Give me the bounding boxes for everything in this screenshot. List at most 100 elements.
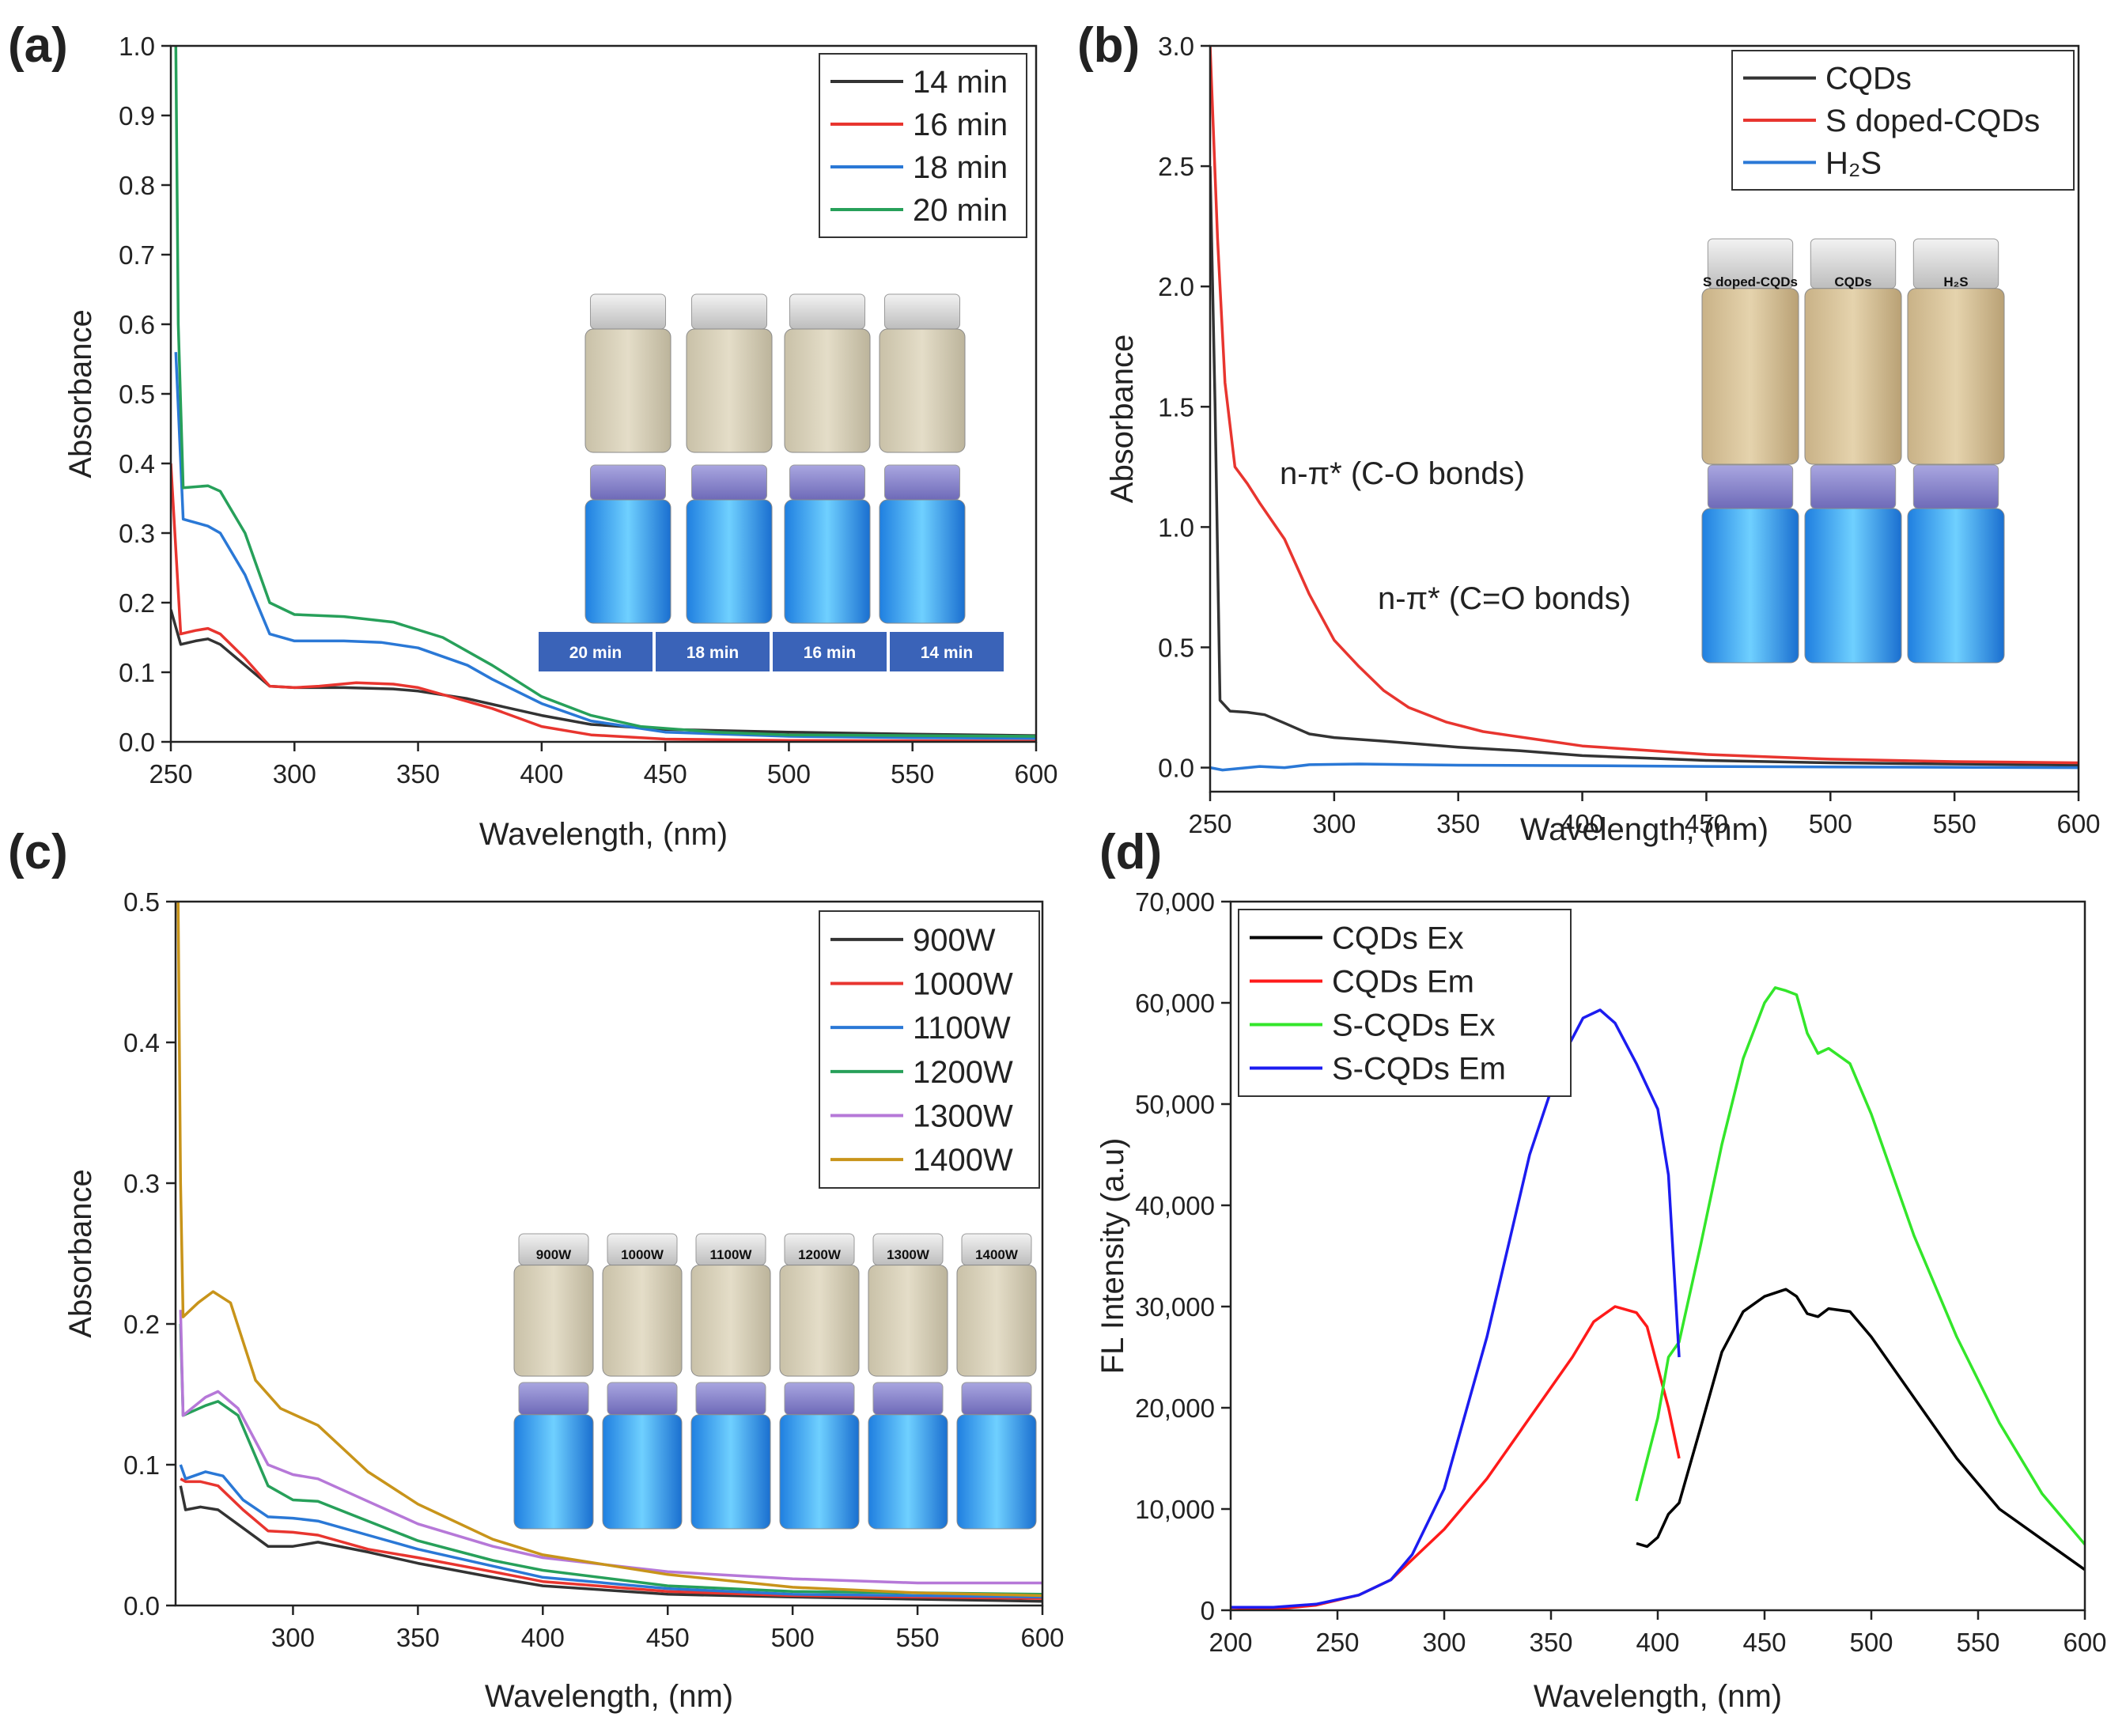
plot-frame	[1209, 44, 2080, 793]
panel-b: (b) 250 300 350 400 450 500 550 600 0.0 0.5 1.0 1.5 2…	[1077, 18, 2101, 847]
x-tick-label: 600	[2056, 809, 2100, 838]
y-tick-label: 3.0	[1158, 32, 1194, 61]
vial-cap	[1810, 464, 1897, 509]
y-tick-label: 0.5	[1158, 633, 1194, 662]
panel-d: (d) 200 250 300 350 400 450 500 550 600 0 10,000 20,…	[1095, 825, 2107, 1714]
y-tick-label: 0.3	[119, 519, 155, 548]
vial-ambient	[1701, 238, 1799, 465]
vial-body	[686, 499, 773, 624]
legend-entry: 18 min	[913, 150, 1008, 185]
x-tick-label: 450	[646, 1623, 690, 1652]
vial-ambient	[1907, 238, 2005, 465]
vial-ambient	[602, 1233, 683, 1377]
x-axis-title: Wavelength, (nm)	[479, 817, 728, 852]
vial-uv	[602, 1382, 683, 1530]
y-axis-title: Absorbance	[63, 309, 98, 478]
y-axis-title: Absorbance	[1105, 335, 1140, 503]
legend-entry: S-CQDs Ex	[1332, 1008, 1496, 1043]
x-tick-label: 500	[1849, 1628, 1893, 1657]
legend-entry: H₂S	[1825, 146, 1882, 180]
x-tick-label: 400	[520, 759, 563, 789]
legend-entry: 1400W	[913, 1143, 1013, 1178]
vial-cap	[1707, 464, 1794, 509]
vial-body	[868, 1414, 948, 1530]
x-tick-label: 500	[767, 759, 811, 789]
x-tick-label: 600	[2063, 1628, 2106, 1657]
series-line-c-4	[179, 1310, 1042, 1585]
x-tick-label: 500	[771, 1623, 815, 1652]
vial-cap	[690, 464, 768, 501]
x-tick-label: 500	[1809, 809, 1852, 838]
x-tick-label: 400	[1560, 809, 1604, 838]
vial-body	[779, 1265, 860, 1377]
vial-cap-label: 1400W	[975, 1247, 1019, 1262]
panel-label: (d)	[1099, 825, 1162, 879]
vial-body	[1701, 508, 1799, 664]
legend-entry: CQDs Em	[1332, 965, 1474, 1000]
panel-c: (c) 300 350 400 450 500 550 600 0.0 0.1 0.2 0.3 0.4 0…	[8, 825, 1065, 1714]
y-tick-label: 0.5	[119, 380, 155, 409]
vial-body	[584, 328, 671, 453]
vial-cap-label: 1000W	[621, 1247, 664, 1262]
x-tick-label: 300	[1312, 809, 1356, 838]
vial-body	[602, 1265, 683, 1377]
y-tick-label: 2.5	[1158, 152, 1194, 181]
legend: CQDs S doped-CQDs H₂S	[1731, 50, 2075, 191]
vial-cap	[961, 1382, 1032, 1416]
annotation-c-eq-o: n-π* (C=O bonds)	[1378, 581, 1631, 616]
y-tick-label: 0.4	[119, 449, 155, 478]
y-axis-title: FL Intensity (a.u)	[1095, 1138, 1130, 1375]
x-axis-title: Wavelength, (nm)	[1520, 812, 1769, 847]
x-tick-label: 550	[891, 759, 934, 789]
annotation-c-o: n-π* (C-O bonds)	[1280, 456, 1525, 491]
legend-box	[1238, 909, 1572, 1097]
legend-entry: 900W	[913, 923, 996, 958]
vial-body	[690, 1414, 771, 1530]
x-tick-label: 350	[1529, 1628, 1572, 1657]
series-line-d-2	[1635, 986, 2085, 1545]
vial-body	[1907, 288, 2005, 465]
vial-cap	[789, 293, 866, 330]
legend-entry: 1000W	[913, 967, 1013, 1002]
y-tick-label: 1.0	[1158, 512, 1194, 542]
vial-body	[956, 1265, 1037, 1377]
vial-body	[690, 1265, 771, 1377]
vial-body	[602, 1414, 683, 1530]
x-tick-label: 200	[1209, 1628, 1252, 1657]
x-tick-label: 400	[1636, 1628, 1679, 1657]
legend-box	[819, 53, 1027, 238]
panel-label: (b)	[1077, 18, 1140, 73]
vial-ambient	[686, 293, 773, 453]
vial-cap	[789, 464, 866, 501]
series-line-c-3	[179, 1323, 1042, 1596]
y-tick-label: 0.9	[119, 101, 155, 130]
x-tick-label: 350	[396, 1623, 440, 1652]
vial-uv	[868, 1382, 948, 1530]
vial-time-tag	[771, 630, 888, 673]
vial-cap	[690, 293, 768, 330]
vial-ambient	[690, 1233, 771, 1377]
vial-body	[1907, 508, 2005, 664]
y-tick-label: 1.0	[119, 32, 155, 61]
series-line-c-0	[179, 1485, 1042, 1603]
x-tick-label: 550	[1933, 809, 1977, 838]
vial-uv	[690, 1382, 771, 1530]
vial-ambient	[879, 293, 966, 453]
vial-cap	[607, 1382, 678, 1416]
panel-label: (a)	[8, 18, 68, 73]
vial-uv	[779, 1382, 860, 1530]
legend-entry: 1200W	[913, 1055, 1013, 1090]
vial-ambient	[779, 1233, 860, 1377]
vial-body	[513, 1414, 594, 1530]
series-line-d-1	[1231, 1305, 1681, 1610]
vial-cap-label: 900W	[536, 1247, 572, 1262]
legend-entry: 1300W	[913, 1099, 1013, 1134]
vial-time-tag	[654, 630, 771, 673]
vial-cap	[883, 464, 961, 501]
legend-entry: 14 min	[913, 65, 1008, 100]
legend-entry: S-CQDs Em	[1332, 1052, 1506, 1087]
vial-cap	[872, 1382, 944, 1416]
y-tick-label: 0.2	[123, 1310, 160, 1339]
vial-ambient	[956, 1233, 1037, 1377]
